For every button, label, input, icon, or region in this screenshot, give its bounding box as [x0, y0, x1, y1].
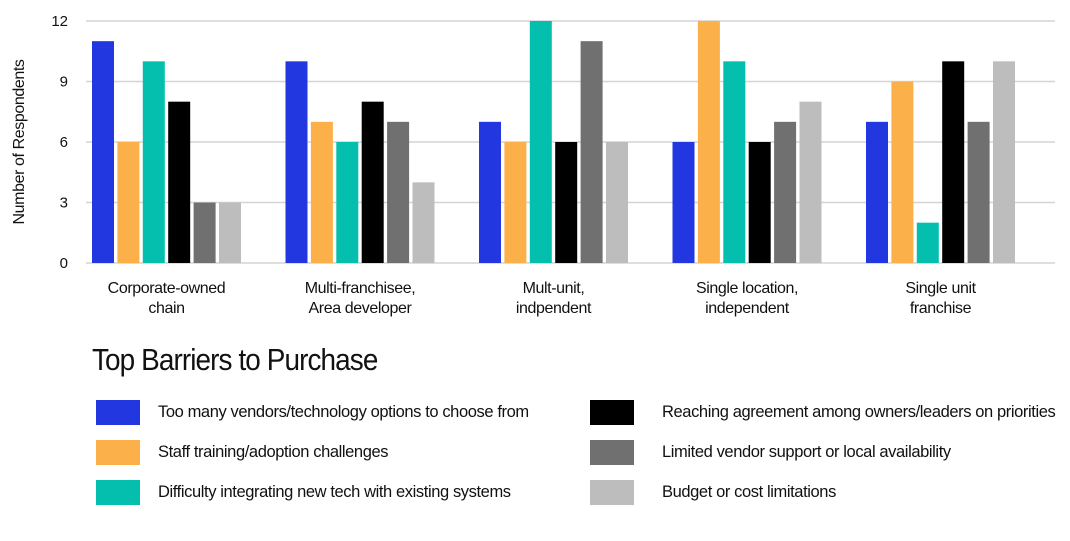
legend-label: Difficulty integrating new tech with exi…: [158, 482, 511, 501]
y-axis-label: Number of Respondents: [11, 59, 28, 224]
category-label: Multi-franchisee,: [305, 280, 416, 297]
legend-title: Top Barriers to Purchase: [92, 342, 378, 377]
legend-label: Limited vendor support or local availabi…: [662, 442, 951, 461]
category-labels: Corporate-owned chain Multi-franchisee, Are…: [108, 280, 977, 317]
y-tick-label: 12: [51, 13, 68, 30]
legend-swatch: [590, 399, 634, 425]
legend-item: Staff training/adoption challenges: [96, 439, 389, 465]
bar: [412, 182, 435, 263]
bar: [168, 101, 191, 264]
bar: [799, 101, 822, 264]
bar: [336, 142, 359, 263]
bar: [310, 121, 333, 263]
bar: [942, 61, 965, 264]
bar: [479, 121, 501, 263]
legend-swatch: [96, 399, 140, 425]
y-tick-label: 6: [60, 134, 68, 151]
bars: [92, 21, 1015, 264]
bar-chart: 0 3 6 9 12 Number of Respondents Corporate-o…: [11, 13, 1055, 317]
category-label: indpendent: [516, 300, 592, 317]
legend-label: Reaching agreement among owners/leaders …: [662, 402, 1056, 421]
bar: [723, 61, 746, 264]
y-tick-label: 3: [60, 195, 68, 212]
bar: [285, 61, 308, 264]
bar: [117, 142, 140, 263]
category-label: Single unit: [905, 280, 976, 297]
category-label: Area developer: [309, 300, 413, 317]
legend-swatch: [96, 439, 140, 465]
bar: [193, 202, 216, 263]
y-tick-label: 0: [60, 255, 68, 272]
bar: [92, 41, 114, 263]
bar: [387, 121, 410, 263]
bar: [993, 61, 1015, 264]
bar: [361, 101, 384, 264]
bar: [142, 61, 165, 264]
category-label: independent: [705, 300, 790, 317]
legend-label: Too many vendors/technology options to c…: [158, 402, 529, 421]
bar: [529, 21, 552, 263]
category-label: Single location,: [696, 280, 798, 297]
legend-swatch: [590, 439, 634, 465]
bar: [866, 121, 888, 263]
legend-label: Staff training/adoption challenges: [158, 442, 389, 461]
legend-label: Budget or cost limitations: [662, 482, 836, 501]
bar: [697, 21, 720, 263]
bar: [606, 142, 628, 263]
legend-item: Limited vendor support or local availabi…: [590, 439, 951, 465]
bar: [774, 121, 797, 263]
legend-swatch: [96, 479, 140, 505]
category-label: franchise: [910, 300, 972, 317]
legend-item: Reaching agreement among owners/leaders …: [590, 399, 1056, 425]
legend-swatch: [590, 479, 634, 505]
bar: [672, 142, 695, 263]
category-label: chain: [148, 300, 184, 317]
bar: [967, 121, 990, 263]
bar: [219, 202, 241, 263]
bar: [748, 142, 771, 263]
bar: [580, 41, 603, 263]
legend-item: Difficulty integrating new tech with exi…: [96, 479, 511, 505]
y-tick-label: 9: [60, 74, 68, 91]
legend-item: Budget or cost limitations: [590, 479, 836, 505]
bar: [916, 222, 939, 263]
category-label: Corporate-owned: [108, 280, 226, 297]
bar: [891, 81, 914, 263]
y-axis-ticks: 0 3 6 9 12: [51, 13, 68, 272]
legend-item: Too many vendors/technology options to c…: [96, 399, 529, 425]
bar: [555, 142, 578, 263]
category-label: Mult-unit,: [523, 280, 585, 297]
bar: [504, 142, 527, 263]
